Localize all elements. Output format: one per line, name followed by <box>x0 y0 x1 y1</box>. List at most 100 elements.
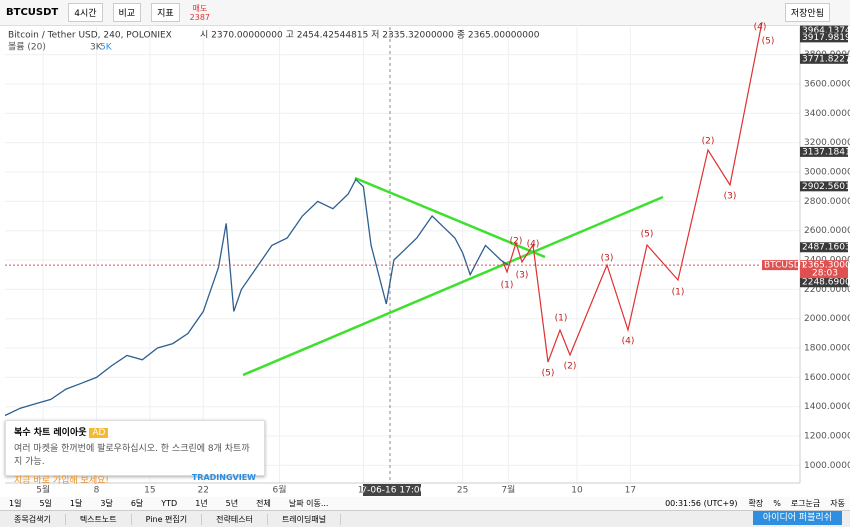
wave-label: (4) <box>754 23 767 33</box>
sell-price: 2387 <box>189 12 211 22</box>
range-bar: 1일 5일 1달 3달 6달 YTD 1년 5년 전체 날짜 이동... 00:31:56 (UTC… <box>0 497 850 510</box>
compare[interactable]: 비교 <box>112 3 142 22</box>
x-tick-label: 12 <box>358 486 369 496</box>
volume-3k: 3K <box>90 43 103 53</box>
wave-label: (1) <box>501 281 514 291</box>
price-tag <box>800 242 848 253</box>
last-tag-countdown: 28:03 <box>812 269 838 279</box>
range-button[interactable]: 6달 <box>130 499 144 508</box>
trend-line <box>354 176 546 259</box>
range-button[interactable]: 전체 <box>256 499 271 508</box>
y-tick-label: 3000.00000000 <box>804 168 850 178</box>
range-button[interactable]: 5년 <box>225 499 239 508</box>
wave-label: (4) <box>527 240 540 250</box>
symbol-tag <box>762 260 798 271</box>
interval[interactable]: 4시간 <box>68 3 103 22</box>
ad-brand: TRADINGVIEW <box>191 473 256 482</box>
sell[interactable]: 매도 2387 <box>190 4 210 22</box>
volume-5k: 5K <box>100 43 113 53</box>
chart: Bitcoin / Tether USD, 240, POLONIEX 시 23… <box>4 21 850 496</box>
publish-button[interactable]: 아이디어 퍼블리쉬 <box>752 511 842 525</box>
chart-title: Bitcoin / Tether USD, 240, POLONIEX <box>8 31 172 41</box>
scale-option[interactable]: 자동 <box>830 499 845 508</box>
y-tick-label: 2200.00000000 <box>804 285 850 295</box>
price-tag-label: 3917.98192374 <box>802 33 850 43</box>
wave-projection <box>502 21 763 363</box>
tab[interactable]: 전략테스터 <box>202 514 268 525</box>
x-tick-label: 25 <box>457 486 468 496</box>
ohlc: 시 2370.00000000 고 2454.42544815 저 2335.3… <box>200 30 540 41</box>
y-tick-label: 1400.00000000 <box>804 402 850 412</box>
y-tick-label: 3400.00000000 <box>804 109 850 119</box>
price-tag <box>800 53 848 64</box>
range-button[interactable]: 1달 <box>69 499 83 508</box>
range-button[interactable]: 3달 <box>100 499 113 508</box>
scale-option[interactable]: % <box>773 499 781 508</box>
indicators[interactable]: 지표 <box>151 3 180 22</box>
price-tag <box>800 181 848 192</box>
price-tag <box>800 25 848 36</box>
price-tag-label: 3771.82273097 <box>802 54 850 64</box>
wave-label: (2) <box>564 362 577 372</box>
price-tag-label: 3964.13745830 <box>802 26 850 36</box>
bottom-tabs: 종목검색기 텍스트노트 Pine 편집기 전략테스터 트레이딩패널 <box>0 510 850 527</box>
y-tick-label: 2800.00000000 <box>804 197 850 207</box>
y-tick-label: 3200.00000000 <box>804 138 850 148</box>
y-tick-label: 1600.00000000 <box>804 373 850 383</box>
wave-label: (5) <box>542 369 555 379</box>
volume-label: 볼륨 (20) <box>8 42 46 53</box>
ad-title: 복수 차트 레이아웃 <box>14 428 87 438</box>
symbol[interactable]: BTCUSDT <box>6 7 59 18</box>
range-button[interactable]: 1일 <box>9 499 22 508</box>
y-tick-label: 2600.00000000 <box>804 226 850 236</box>
y-tick-label: 2000.00000000 <box>804 314 850 324</box>
scale-option[interactable]: 확장 <box>748 499 764 508</box>
x-tick-label: 5월 <box>36 484 50 496</box>
price-tag <box>800 146 848 157</box>
price-tag <box>800 277 848 288</box>
wave-label: (3) <box>516 271 529 281</box>
symbol-tag-label: BTCUSDT <box>764 261 807 271</box>
trend-line <box>242 195 664 377</box>
range-button[interactable]: 5일 <box>39 499 52 508</box>
wave-label: (4) <box>622 337 635 347</box>
x-tick-label: 22 <box>198 486 209 496</box>
wave-label: (1) <box>555 314 568 324</box>
wave-label: (5) <box>641 230 654 240</box>
tab[interactable]: 종목검색기 <box>0 514 66 525</box>
crosshair-tag <box>363 484 421 496</box>
ad-body: 여러 마켓을 한꺼번에 팔로우하십시오. 한 스크린에 8개 차트까지 가능. <box>14 444 250 467</box>
y-tick-label: 3600.00000000 <box>804 80 850 90</box>
price-tag-label: 2487.16035240 <box>802 243 850 253</box>
ad-badge: AD <box>89 428 109 438</box>
scale-option[interactable]: 로그눈금 <box>790 499 821 508</box>
range-button[interactable]: 날짜 이동... <box>288 499 329 508</box>
price-line <box>4 178 509 417</box>
range-button[interactable]: 1년 <box>195 499 208 508</box>
last-tag <box>800 260 848 279</box>
crosshair-time: 2017-06-16 17:00:00 <box>344 486 440 496</box>
clock: 00:31:56 (UTC+9) <box>665 499 738 508</box>
wave-label: (1) <box>672 288 685 298</box>
ad-popup: 복수 차트 레이아웃 AD 여러 마켓을 한꺼번에 팔로우하십시오. 한 스크린… <box>5 420 265 486</box>
range-button[interactable]: YTD <box>161 499 178 508</box>
sell-label: 매도 <box>192 3 208 13</box>
x-tick-label: 15 <box>144 486 155 496</box>
tab[interactable]: 텍스트노트 <box>66 514 132 525</box>
x-tick-label: 17 <box>625 486 636 496</box>
x-tick-label: 8 <box>94 486 100 496</box>
price-tag-label: 3137.18413078 <box>802 147 850 157</box>
ad-link[interactable]: 지금 바로 가입해 보세요! <box>14 476 109 486</box>
x-tick-label: 10 <box>571 486 583 496</box>
price-tag <box>800 32 848 43</box>
save[interactable]: 저장안됨 <box>784 3 830 22</box>
wave-label: (3) <box>601 254 614 264</box>
x-tick-label: 7월 <box>501 484 515 496</box>
tab[interactable]: 트레이딩패널 <box>268 514 342 525</box>
tab[interactable]: Pine 편집기 <box>132 514 203 525</box>
price-tag-label: 2902.56016343 <box>802 182 850 192</box>
x-tick-label: 6월 <box>273 484 287 496</box>
wave-label: (3) <box>724 192 737 202</box>
y-tick-label: 1000.00000000 <box>804 461 850 471</box>
